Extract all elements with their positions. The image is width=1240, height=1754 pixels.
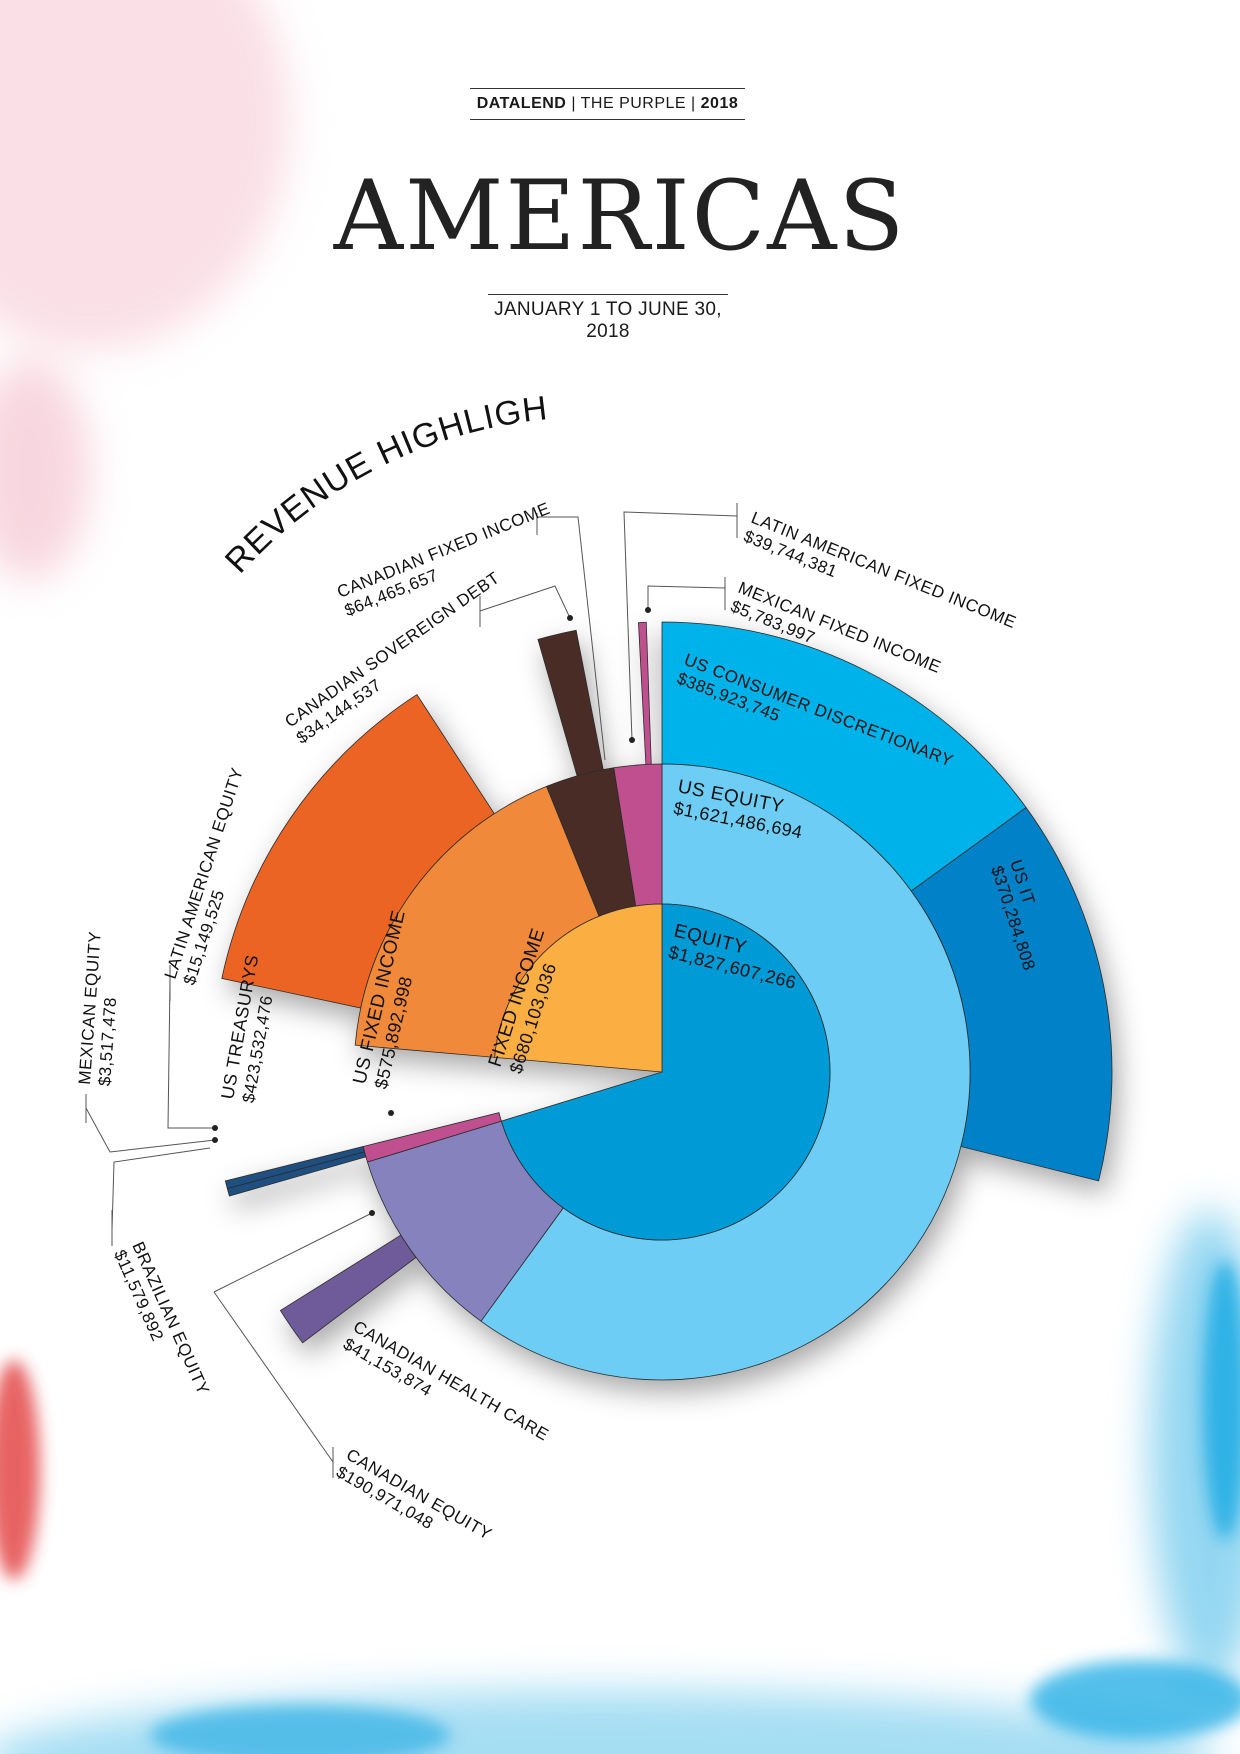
chart-wedges [221,621,1113,1381]
chart-title: REVENUE HIGHLIGHTS [0,0,550,580]
leader-dot [645,607,651,613]
leader-line [167,965,215,1129]
wedge-equity [500,903,831,1241]
leader-lines [85,503,738,1478]
wedge-brazilian-equity [224,1146,365,1189]
separator: | [571,95,581,112]
leader-dot [567,615,573,621]
label-canadian-fixed-income-name: CANADIAN FIXED INCOME [334,499,552,602]
leader-line [536,513,606,761]
leader-line [479,585,571,627]
publication-year: 2018 [700,95,739,112]
label-brazilian-equity: BRAZILIAN EQUITY$11,579,892 [110,1239,213,1398]
leader-dot [212,1125,218,1131]
publication-header: DATALEND | THE PURPLE | 2018 [470,88,745,120]
leader-line [213,1212,373,1293]
leader-line [647,577,726,610]
label-canadian-equity: CANADIAN EQUITY$190,971,048 [333,1445,495,1544]
leader-dot [629,737,635,743]
wedge-mexican-fixed-income [638,621,652,765]
chart-title-text: REVENUE HIGHLIGHTS [0,0,549,580]
leader-dot [388,1110,394,1116]
leader-line [623,503,738,741]
date-range: JANUARY 1 TO JUNE 30, 2018 [488,294,728,343]
wedge-fixed-income [494,903,663,1073]
wedge-mexican-equity [226,1151,367,1197]
separator: | [691,95,701,112]
leader-line [111,1147,211,1246]
leader-dot [369,1210,375,1216]
page-title: AMERICAS [333,160,907,272]
label-mexican-equity: MEXICAN EQUITY$3,517,478 [75,930,120,1086]
leader-dot [212,1137,218,1143]
publication-name: THE PURPLE [580,95,687,112]
leader-line [213,1291,334,1478]
wedge-canadian-health-care [279,1234,417,1344]
brand-name: DATALEND [476,95,567,112]
wedge-latin-american-equity [362,1112,502,1163]
leader-line [85,1094,216,1153]
